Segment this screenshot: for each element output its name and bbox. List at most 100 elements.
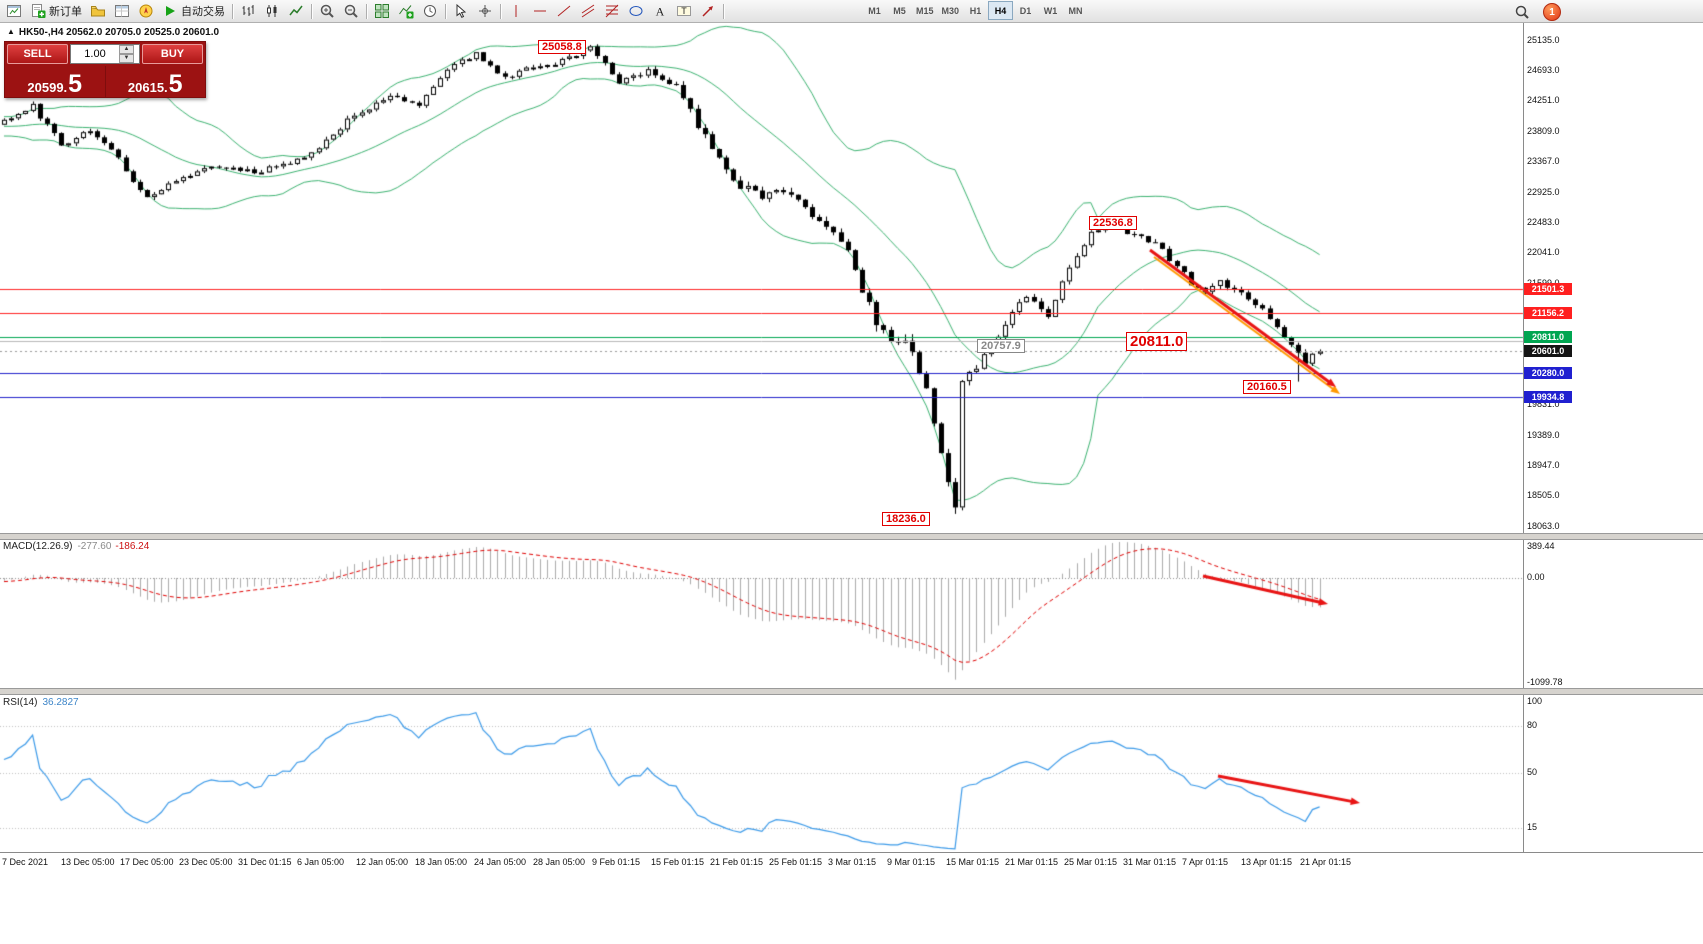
buy-price[interactable]: 20615. 5: [127, 70, 183, 98]
zoom-out-icon: [343, 3, 359, 19]
market-watch-icon: [114, 3, 130, 19]
crosshair-icon[interactable]: [473, 1, 497, 21]
line-chart-icon[interactable]: [284, 1, 308, 21]
price-tick: 23809.0: [1527, 125, 1560, 136]
price-annotation[interactable]: 20160.5: [1243, 380, 1291, 394]
timeframe-m1[interactable]: M1: [862, 1, 887, 20]
time-tick: 7 Dec 2021: [2, 857, 49, 867]
candlestick-chart-icon: [264, 3, 280, 19]
navigator-icon[interactable]: [134, 1, 158, 21]
autotrading-button[interactable]: 自动交易: [158, 1, 229, 21]
timeframe-m5[interactable]: M5: [887, 1, 912, 20]
indicators-icon: [398, 3, 414, 19]
price-tick: 19831.0: [1527, 399, 1560, 410]
toolbar-separator: [232, 3, 233, 19]
time-tick: 21 Mar 01:15: [1005, 857, 1059, 867]
crosshair-icon: [477, 3, 493, 19]
buy-button[interactable]: BUY: [142, 44, 203, 64]
fibonacci-icon: [604, 3, 620, 19]
price-annotation[interactable]: 18236.0: [882, 512, 930, 526]
time-tick: 23 Dec 05:00: [179, 857, 233, 867]
volume-up-icon[interactable]: ▲: [119, 45, 134, 54]
sell-button[interactable]: SELL: [7, 44, 68, 64]
timeframe-m30[interactable]: M30: [938, 1, 964, 20]
time-tick: 24 Jan 05:00: [474, 857, 527, 867]
volume-input[interactable]: [71, 45, 119, 63]
chart-window-icon[interactable]: [2, 1, 26, 21]
chart-canvas[interactable]: [0, 22, 1703, 944]
toolbar-separator: [311, 3, 312, 19]
toolbar-left-group: 新订单 自动交易 A T: [2, 0, 727, 22]
candlestick-chart-icon[interactable]: [260, 1, 284, 21]
volume-down-icon[interactable]: ▼: [119, 54, 134, 63]
price-annotation[interactable]: 22536.8: [1089, 216, 1137, 230]
profiles-icon[interactable]: [86, 1, 110, 21]
bar-chart-icon: [240, 3, 256, 19]
text-icon[interactable]: A: [648, 1, 672, 21]
panel-divider-rsi[interactable]: [0, 688, 1703, 695]
time-tick: 13 Dec 05:00: [61, 857, 115, 867]
market-watch-icon[interactable]: [110, 1, 134, 21]
trendline-icon[interactable]: [552, 1, 576, 21]
indicators-icon[interactable]: [394, 1, 418, 21]
time-tick: 25 Mar 01:15: [1064, 857, 1118, 867]
price-annotation[interactable]: 20757.9: [977, 339, 1025, 353]
price-tag: 20811.0: [1524, 330, 1572, 343]
equidistant-channel-icon: [580, 3, 596, 19]
horizontal-line-icon: [532, 3, 548, 19]
price-tick: 18063.0: [1527, 520, 1560, 531]
time-tick: 15 Mar 01:15: [946, 857, 1000, 867]
tile-windows-icon: [374, 3, 390, 19]
time-tick: 7 Apr 01:15: [1182, 857, 1229, 867]
notification-badge[interactable]: 1: [1543, 3, 1561, 21]
macd-scale-label: 389.44: [1527, 541, 1555, 551]
text-label-icon[interactable]: T: [672, 1, 696, 21]
price-annotation[interactable]: 20811.0: [1126, 332, 1188, 351]
price-tick: 25135.0: [1527, 34, 1560, 45]
time-tick: 25 Feb 01:15: [769, 857, 823, 867]
time-tick: 6 Jan 05:00: [297, 857, 345, 867]
horizontal-line-icon[interactable]: [528, 1, 552, 21]
time-tick: 31 Dec 01:15: [238, 857, 292, 867]
vertical-line-icon[interactable]: [504, 1, 528, 21]
autotrading-button-label: 自动交易: [181, 6, 225, 18]
time-tick: 31 Mar 01:15: [1123, 857, 1177, 867]
price-tag: 20601.0: [1524, 345, 1572, 358]
toolbar: 新订单 自动交易 A T M1 M5 M15 M30 H1 H4 D1 W1 MN 1: [0, 0, 1703, 23]
arrow-objects-icon[interactable]: [696, 1, 720, 21]
search-icon[interactable]: [1510, 2, 1534, 22]
time-tick: 12 Jan 05:00: [356, 857, 409, 867]
time-tick: 28 Jan 05:00: [533, 857, 586, 867]
zoom-in-icon[interactable]: [315, 1, 339, 21]
timeframe-mn[interactable]: MN: [1063, 1, 1088, 20]
trade-panel-prices: 20599. 5 20615. 5: [5, 66, 205, 97]
tile-windows-icon[interactable]: [370, 1, 394, 21]
toolbar-separator: [445, 3, 446, 19]
price-tick: 24251.0: [1527, 95, 1560, 106]
time-tick: 13 Apr 01:15: [1241, 857, 1293, 867]
zoom-out-icon[interactable]: [339, 1, 363, 21]
price-annotation[interactable]: 25058.8: [538, 40, 586, 54]
equidistant-channel-icon[interactable]: [576, 1, 600, 21]
timeframe-d1[interactable]: D1: [1013, 1, 1038, 20]
time-tick: 17 Dec 05:00: [120, 857, 174, 867]
rsi-scale-label: 80: [1527, 719, 1538, 730]
symbol-ohlc-text: HK50-,H4 20562.0 20705.0 20525.0 20601.0: [18, 27, 220, 38]
price-tick: 23367.0: [1527, 156, 1560, 167]
bar-chart-icon[interactable]: [236, 1, 260, 21]
timeframe-h4[interactable]: H4: [988, 1, 1014, 20]
price-tag: 20280.0: [1524, 367, 1572, 380]
sell-price[interactable]: 20599. 5: [5, 66, 106, 97]
toolbar-separator: [500, 3, 501, 19]
panel-divider-macd[interactable]: [0, 533, 1703, 540]
fibonacci-icon[interactable]: [600, 1, 624, 21]
shapes-icon[interactable]: [624, 1, 648, 21]
price-tick: 19389.0: [1527, 429, 1560, 440]
timeframe-h1[interactable]: H1: [963, 1, 988, 20]
timeframe-w1[interactable]: W1: [1038, 1, 1063, 20]
cursor-icon[interactable]: [449, 1, 473, 21]
new-order-button[interactable]: 新订单: [26, 1, 86, 21]
price-tick: 22925.0: [1527, 186, 1560, 197]
timeframe-m15[interactable]: M15: [912, 1, 938, 20]
periods-icon[interactable]: [418, 1, 442, 21]
